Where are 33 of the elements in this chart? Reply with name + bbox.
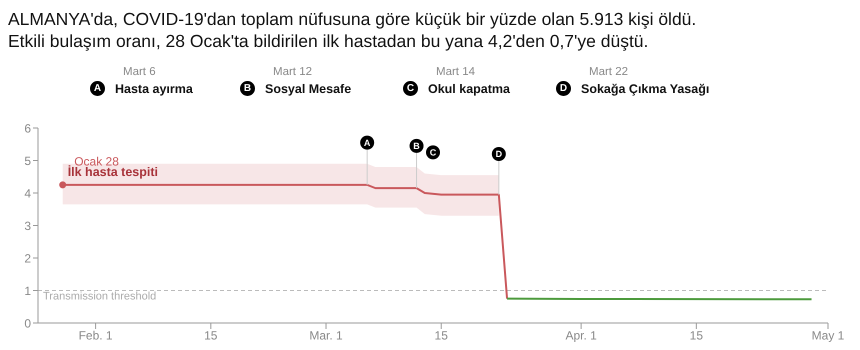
annotation: D: [496, 149, 503, 160]
x-tick-label: Apr. 1: [565, 328, 598, 343]
text: Sosyal Mesafe: [265, 82, 352, 96]
x-tick-label: Mar. 1: [309, 328, 344, 343]
y-tick-label: 1: [24, 284, 32, 298]
chart-title: ALMANYA'da, COVID-19'dan toplam nüfusuna göre küçük bir yüzde olan 5.913 kişi öldü.: [8, 8, 696, 30]
text: B: [244, 83, 252, 94]
ref-line-label: Transmission threshold: [43, 290, 156, 302]
text: D: [560, 83, 568, 94]
y-tick-label: 5: [24, 154, 32, 168]
text: Okul kapatma: [428, 82, 510, 96]
chart-subtitle: Etkili bulaşım oranı, 28 Ocak'ta bildirilen ilk hastadan bu yana 4,2'den 0,7'ye düştü.: [8, 30, 650, 52]
text: Mart 22: [589, 66, 629, 78]
annotation: B: [413, 141, 420, 152]
text: Mart 14: [436, 66, 476, 78]
text: Sokağa Çıkma Yasağı: [581, 82, 710, 96]
y-tick-label: 3: [24, 218, 32, 233]
annotation: A: [364, 138, 371, 148]
x-tick-label: 15: [434, 328, 448, 343]
text: Mart 6: [123, 66, 157, 78]
text: C: [406, 83, 414, 94]
x-tick-label: 15: [690, 328, 704, 343]
x-tick-label: 15: [204, 328, 218, 343]
text: Hasta ayırma: [115, 82, 193, 96]
x-tick-label: Feb. 1: [78, 328, 113, 343]
y-tick-label: 4: [24, 186, 32, 200]
annotation: C: [430, 148, 437, 158]
text: A: [94, 83, 102, 94]
y-tick-label: 0: [24, 316, 32, 330]
y-tick-label: 2: [24, 251, 32, 266]
text: Mart 12: [273, 66, 313, 78]
y-tick-label: 6: [24, 121, 32, 136]
x-tick-label: May 1: [812, 328, 845, 343]
